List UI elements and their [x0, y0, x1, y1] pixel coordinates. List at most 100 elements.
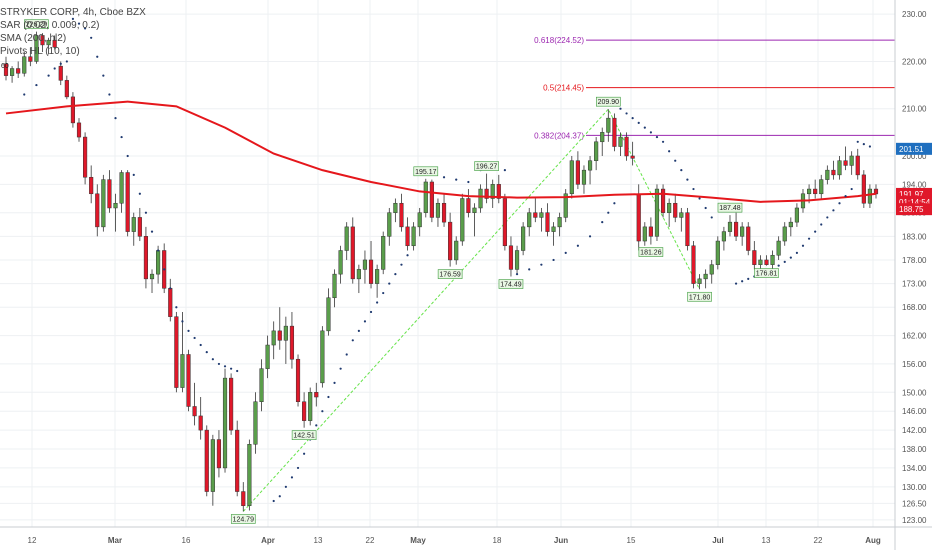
- candle-body: [490, 184, 495, 199]
- candle-body: [180, 354, 185, 388]
- candle-body: [95, 193, 100, 228]
- candle: [606, 109, 611, 142]
- candle-body: [606, 117, 611, 133]
- candle: [101, 174, 106, 232]
- candle: [813, 179, 818, 199]
- candle: [387, 207, 392, 246]
- sar-dot: [741, 280, 744, 283]
- candle: [393, 198, 398, 223]
- sar-dot: [710, 216, 713, 219]
- y-tick-label: 134.00: [902, 464, 927, 473]
- sar-dot: [661, 140, 665, 143]
- candle-body: [837, 160, 842, 176]
- x-tick-label: 15: [627, 536, 636, 545]
- price-tag-text: 191.97: [899, 190, 924, 199]
- candle-body: [125, 172, 130, 232]
- candle: [539, 207, 544, 232]
- sar-dot: [108, 93, 111, 96]
- sar-dot: [163, 268, 166, 271]
- candle-body: [131, 217, 136, 232]
- candle: [16, 61, 21, 78]
- candle: [794, 203, 799, 227]
- sar-legend[interactable]: SAR (0.02, 0.009, 0.2): [0, 20, 100, 31]
- candle: [216, 430, 222, 478]
- sar-dot: [747, 277, 750, 280]
- candle: [332, 269, 337, 308]
- sar-dot: [625, 112, 628, 115]
- candle: [168, 278, 173, 322]
- sar-dot: [680, 169, 683, 172]
- candle-body: [703, 273, 708, 280]
- candle: [770, 250, 775, 270]
- x-tick-label: 13: [762, 536, 771, 545]
- candle: [76, 118, 82, 142]
- candle: [253, 392, 258, 454]
- candle: [849, 151, 854, 175]
- candle-body: [308, 392, 313, 421]
- candle-body: [22, 56, 27, 74]
- candle-body: [782, 226, 787, 242]
- pivots-legend[interactable]: Pivots HL (10, 10): [0, 46, 80, 57]
- sar-dot: [576, 244, 579, 247]
- pivot-label-text: 196.27: [476, 164, 498, 171]
- candle: [502, 193, 507, 251]
- candle: [149, 269, 155, 294]
- x-tick-label: 18: [493, 536, 502, 545]
- candle: [338, 245, 343, 284]
- symbol-title[interactable]: STRYKER CORP, 4h, Cboe BZX: [0, 7, 146, 18]
- sar-dot: [345, 353, 348, 356]
- candle: [654, 184, 660, 242]
- candle-body: [101, 179, 106, 228]
- pivot-label: 209.90: [596, 96, 621, 107]
- pivot-label-box: [638, 247, 664, 257]
- candle-body: [143, 236, 149, 280]
- sar-dot: [272, 499, 275, 503]
- sar-dot: [217, 362, 221, 366]
- candle: [642, 222, 647, 246]
- y-tick-label: 150.00: [902, 388, 927, 397]
- price-tag: 201.51: [896, 142, 932, 155]
- candle: [496, 174, 501, 204]
- sar-dot: [132, 173, 135, 176]
- candle: [521, 222, 526, 256]
- candle-body: [594, 141, 599, 161]
- y-tick-label: 162.00: [902, 332, 927, 341]
- candle: [727, 215, 733, 237]
- pivot-label: 174.49: [498, 279, 524, 289]
- sar-dot: [607, 211, 610, 214]
- candle: [326, 288, 331, 336]
- candle-body: [727, 221, 733, 232]
- candle: [64, 75, 69, 100]
- candle: [70, 92, 75, 128]
- sar-dot: [236, 369, 239, 373]
- y-tick-label: 194.00: [902, 180, 927, 189]
- candle: [229, 373, 234, 435]
- candle-body: [630, 155, 635, 159]
- candle: [350, 217, 355, 284]
- pivot-label: 181.26: [638, 247, 664, 257]
- candle-body: [119, 172, 124, 204]
- candle: [52, 35, 57, 50]
- candle: [119, 170, 124, 213]
- candle: [429, 179, 434, 223]
- candle: [3, 56, 9, 81]
- sar-dot: [230, 367, 233, 370]
- sar-dot: [23, 93, 26, 96]
- sar-dot: [351, 339, 354, 342]
- candle-body: [770, 254, 775, 265]
- sma-legend[interactable]: SMA (200, hl2): [0, 33, 67, 44]
- sar-dot: [156, 249, 160, 252]
- candle-body: [813, 188, 818, 195]
- candle-body: [393, 202, 398, 213]
- sar-dot: [339, 367, 342, 370]
- candle: [314, 382, 319, 407]
- sar-dot: [601, 221, 604, 224]
- sar-dot: [515, 273, 519, 276]
- candle-body: [375, 269, 380, 284]
- candle-body: [10, 68, 15, 76]
- candle: [624, 132, 629, 161]
- candle-body: [849, 155, 854, 166]
- sar-dot: [734, 282, 738, 285]
